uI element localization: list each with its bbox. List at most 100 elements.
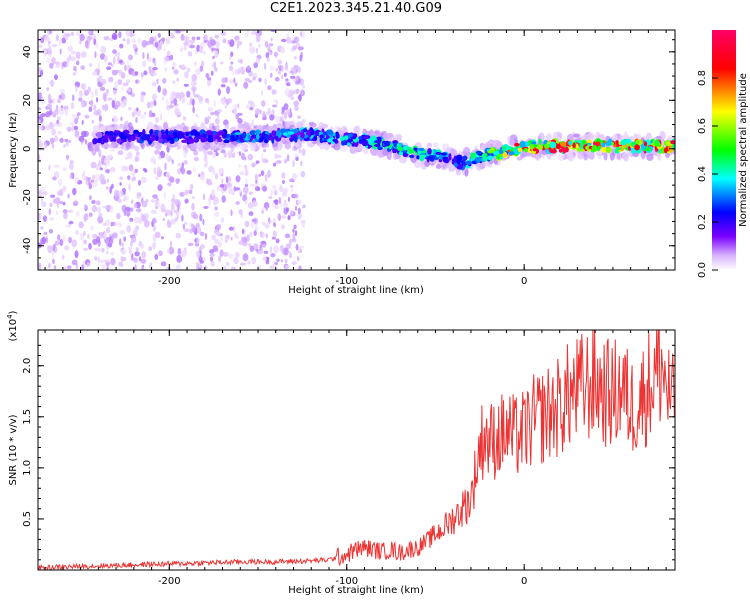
spectrogram-noise-cell bbox=[131, 235, 137, 243]
spectrogram-noise-cell bbox=[155, 205, 158, 210]
spectrogram-noise-cell bbox=[74, 130, 80, 138]
spectrogram-band-cell bbox=[353, 125, 360, 136]
spectrogram-ridge-cell bbox=[108, 131, 114, 137]
spectrogram-noise-cell bbox=[293, 193, 299, 199]
spectrogram-noise-cell bbox=[56, 104, 59, 111]
spectrogram-band-cell bbox=[646, 153, 654, 161]
spectrogram-noise-cell bbox=[262, 117, 267, 121]
snr-frame bbox=[37, 329, 676, 571]
spectrogram-noise-cell bbox=[141, 176, 147, 184]
spectrogram-noise-cell bbox=[273, 230, 277, 238]
spectrogram-noise-cell bbox=[170, 209, 173, 217]
spectrogram-noise-cell bbox=[277, 70, 281, 75]
spectrogram-noise-cell bbox=[214, 50, 219, 59]
spectrogram-noise-cell bbox=[40, 226, 44, 230]
spectrogram-noise-cell bbox=[289, 252, 293, 259]
spectrogram-noise-cell bbox=[191, 202, 195, 211]
spectrogram-noise-cell bbox=[169, 240, 173, 249]
spectrogram-noise-cell bbox=[203, 34, 208, 42]
spectrogram-noise-cell bbox=[235, 175, 241, 183]
spectrogram-ridge-cell bbox=[167, 131, 171, 136]
spectrogram-noise-cell bbox=[172, 193, 175, 202]
spectrogram-noise-cell bbox=[107, 62, 113, 66]
spectrogram-noise-cell bbox=[38, 154, 41, 162]
spectrogram-noise-cell bbox=[57, 178, 63, 187]
spectrogram-noise-cell bbox=[258, 173, 261, 177]
spectrogram-ridge-cell bbox=[513, 148, 518, 155]
spectrogram-ridge-cell bbox=[643, 141, 648, 147]
spectrogram-ridge-cell bbox=[605, 141, 612, 147]
spectrogram-noise-cell bbox=[239, 188, 242, 193]
spectrogram-noise-cell bbox=[244, 164, 248, 170]
spectrogram-ridge-cell bbox=[532, 148, 538, 152]
spectrogram-noise-cell bbox=[227, 150, 233, 159]
spectrogram-ridge-cell bbox=[416, 155, 420, 160]
spectrogram-noise-cell bbox=[139, 94, 145, 103]
spectrogram-noise-cell bbox=[220, 31, 226, 36]
spectrogram-noise-cell bbox=[251, 119, 254, 127]
spectrogram-band-cell bbox=[509, 137, 515, 146]
spectrogram-noise-cell bbox=[38, 44, 43, 49]
spectrogram-noise-cell bbox=[125, 65, 130, 70]
spectrogram-noise-cell bbox=[52, 111, 56, 117]
spectrogram-ridge-cell bbox=[615, 140, 619, 145]
spectrogram-noise-cell bbox=[239, 58, 243, 64]
spectrogram-ridge-cell bbox=[549, 141, 557, 149]
spectrogram-noise-cell bbox=[219, 249, 224, 257]
spectrogram-noise-cell bbox=[281, 215, 287, 219]
spectrogram-noise-cell bbox=[249, 42, 253, 48]
spectrogram-ridge-cell bbox=[383, 140, 391, 147]
spectrogram-noise-cell bbox=[196, 237, 200, 245]
spectrogram-noise-cell bbox=[280, 202, 283, 207]
spectrogram-noise-cell bbox=[106, 245, 109, 251]
spectrogram-noise-cell bbox=[52, 244, 55, 252]
spectrogram-noise-cell bbox=[283, 247, 289, 256]
spectrogram-noise-cell bbox=[149, 36, 155, 45]
spectrogram-noise-cell bbox=[73, 66, 77, 71]
spectrogram-noise-cell bbox=[210, 261, 215, 267]
spectrogram-noise-cell bbox=[151, 112, 156, 118]
spectrogram-noise-cell bbox=[113, 116, 119, 123]
spectrogram-noise-cell bbox=[179, 192, 184, 197]
spectrogram-noise-cell bbox=[286, 154, 290, 162]
spectrogram-noise-cell bbox=[177, 203, 180, 211]
spectrogram-noise-cell bbox=[275, 67, 279, 72]
spectrogram-noise-cell bbox=[110, 257, 116, 266]
spectrogram-noise-cell bbox=[282, 188, 288, 196]
spectrogram-noise-cell bbox=[67, 209, 74, 213]
spectrogram-noise-cell bbox=[102, 93, 107, 101]
spectrogram-noise-cell bbox=[137, 38, 142, 44]
spectrogram-noise-cell bbox=[293, 64, 299, 70]
spectrogram-noise-cell bbox=[135, 79, 138, 84]
spectrogram-noise-cell bbox=[207, 77, 212, 81]
spectrogram-noise-cell bbox=[274, 153, 278, 160]
spectrogram-ridge-cell bbox=[255, 134, 260, 140]
spectrogram-noise-cell bbox=[288, 241, 292, 248]
spectrogram-noise-cell bbox=[97, 62, 100, 70]
spectrogram-noise-cell bbox=[288, 89, 295, 96]
spectrogram-noise-cell bbox=[38, 189, 43, 196]
spectrogram-noise-cell bbox=[67, 139, 72, 144]
spectrogram-noise-cell bbox=[146, 101, 151, 109]
spectrogram-noise-cell bbox=[42, 47, 48, 55]
spectrogram-noise-cell bbox=[270, 72, 273, 78]
spectrogram-noise-cell bbox=[84, 203, 87, 210]
spectrogram-ridge-cell bbox=[323, 137, 327, 142]
spectrogram-noise-cell bbox=[251, 218, 257, 223]
spectrogram-noise-cell bbox=[261, 90, 264, 96]
spectrogram-noise-cell bbox=[118, 261, 122, 267]
spectrogram-noise-cell bbox=[251, 162, 256, 168]
spectrogram-noise-cell bbox=[255, 35, 261, 43]
spectrogram-noise-cell bbox=[170, 218, 176, 225]
spectrogram-noise-cell bbox=[87, 177, 90, 186]
spectrogram-noise-cell bbox=[91, 234, 98, 238]
spectrogram-noise-cell bbox=[277, 59, 282, 65]
spectrogram-noise-cell bbox=[65, 224, 70, 228]
spectrogram-noise-cell bbox=[125, 79, 131, 84]
spectrogram-noise-cell bbox=[38, 67, 42, 72]
spectrogram-noise-cell bbox=[119, 182, 122, 186]
spectrogram-ridge-cell bbox=[339, 136, 346, 141]
spectrogram-noise-cell bbox=[297, 200, 302, 204]
spectrogram-ridge-cell bbox=[418, 147, 425, 152]
spectrogram-ridge-cell bbox=[214, 136, 222, 140]
